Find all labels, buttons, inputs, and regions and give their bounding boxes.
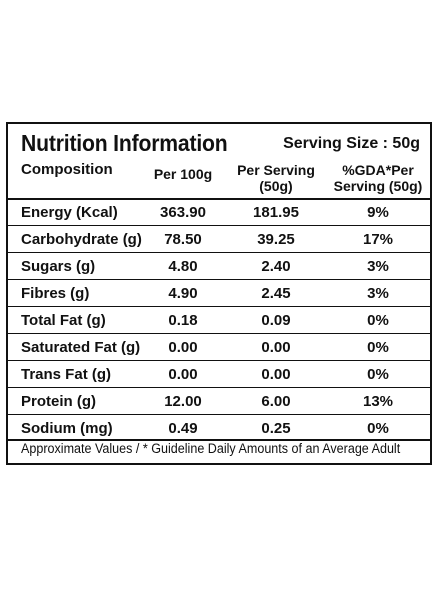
value-per-serving: 0.09	[261, 312, 291, 329]
value-per-serving: 2.40	[261, 258, 291, 275]
nutrient-name: Total Fat (g)	[21, 312, 106, 329]
table-row: Carbohydrate (g) 78.50 39.25 17%	[8, 226, 430, 253]
column-header-gda: %GDA*Per Serving (50g)	[328, 162, 428, 194]
nutrition-information-panel: Nutrition Information Serving Size : 50g…	[6, 122, 432, 465]
value-gda: 3%	[367, 258, 389, 275]
row-divider	[8, 387, 430, 388]
table-row: Protein (g) 12.00 6.00 13%	[8, 388, 430, 415]
value-per-serving: 0.00	[261, 339, 291, 356]
value-per-100g: 0.00	[168, 339, 198, 356]
value-gda: 0%	[367, 312, 389, 329]
table-row: Sodium (mg) 0.49 0.25 0%	[8, 415, 430, 442]
column-header-composition: Composition	[21, 162, 113, 178]
column-header-composition-label: Composition	[21, 161, 113, 178]
row-divider	[8, 306, 430, 307]
row-divider	[8, 279, 430, 280]
value-per-serving: 39.25	[257, 231, 295, 248]
row-divider	[8, 414, 430, 415]
value-per-100g: 0.18	[168, 312, 198, 329]
panel-title: Nutrition Information	[21, 130, 228, 156]
column-header-gda-line1: %GDA*Per	[342, 162, 414, 178]
footnote: Approximate Values / * Guideline Daily A…	[21, 441, 401, 456]
nutrient-name: Trans Fat (g)	[21, 366, 112, 383]
nutrient-name: Sugars (g)	[21, 258, 96, 275]
value-gda: 17%	[362, 231, 394, 248]
value-per-100g: 363.90	[160, 204, 206, 221]
value-gda: 13%	[362, 393, 394, 410]
footer-divider	[8, 439, 430, 441]
column-header-per-serving-line1: Per Serving	[237, 162, 315, 178]
column-header-per-serving: Per Serving (50g)	[230, 162, 322, 194]
column-header-per-100g: Per 100g	[148, 166, 218, 182]
nutrient-name: Saturated Fat (g)	[21, 339, 141, 356]
table-row: Total Fat (g) 0.18 0.09 0%	[8, 307, 430, 334]
value-gda: 0%	[367, 339, 389, 356]
value-per-100g: 0.49	[168, 420, 198, 437]
row-divider	[8, 225, 430, 226]
row-divider	[8, 252, 430, 253]
column-header-per-serving-line2: (50g)	[259, 178, 293, 194]
value-per-100g: 4.90	[168, 285, 198, 302]
nutrient-name: Protein (g)	[21, 393, 96, 410]
value-gda: 0%	[367, 366, 389, 383]
nutrient-name: Energy (Kcal)	[21, 204, 118, 221]
serving-size: Serving Size : 50g	[283, 135, 420, 152]
row-divider	[8, 360, 430, 361]
column-header-gda-line2: Serving (50g)	[333, 178, 423, 194]
nutrient-name: Sodium (mg)	[21, 420, 113, 437]
value-per-100g: 0.00	[168, 366, 198, 383]
table-row: Fibres (g) 4.90 2.45 3%	[8, 280, 430, 307]
nutrient-name: Carbohydrate (g)	[21, 231, 142, 248]
nutrient-name: Fibres (g)	[21, 285, 90, 302]
value-per-serving: 0.00	[261, 366, 291, 383]
value-per-100g: 78.50	[164, 231, 202, 248]
value-per-serving: 181.95	[253, 204, 299, 221]
table-row: Sugars (g) 4.80 2.40 3%	[8, 253, 430, 280]
value-gda: 0%	[367, 420, 389, 437]
value-per-serving: 6.00	[261, 393, 291, 410]
value-gda: 3%	[367, 285, 389, 302]
header-divider	[8, 198, 430, 200]
value-per-100g: 12.00	[164, 393, 202, 410]
table-row: Energy (Kcal) 363.90 181.95 9%	[8, 199, 430, 226]
table-row: Saturated Fat (g) 0.00 0.00 0%	[8, 334, 430, 361]
value-per-100g: 4.80	[168, 258, 198, 275]
column-header-per-100g-label: Per 100g	[153, 166, 213, 182]
value-per-serving: 0.25	[261, 420, 291, 437]
value-per-serving: 2.45	[261, 285, 291, 302]
row-divider	[8, 333, 430, 334]
value-gda: 9%	[367, 204, 389, 221]
table-row: Trans Fat (g) 0.00 0.00 0%	[8, 361, 430, 388]
